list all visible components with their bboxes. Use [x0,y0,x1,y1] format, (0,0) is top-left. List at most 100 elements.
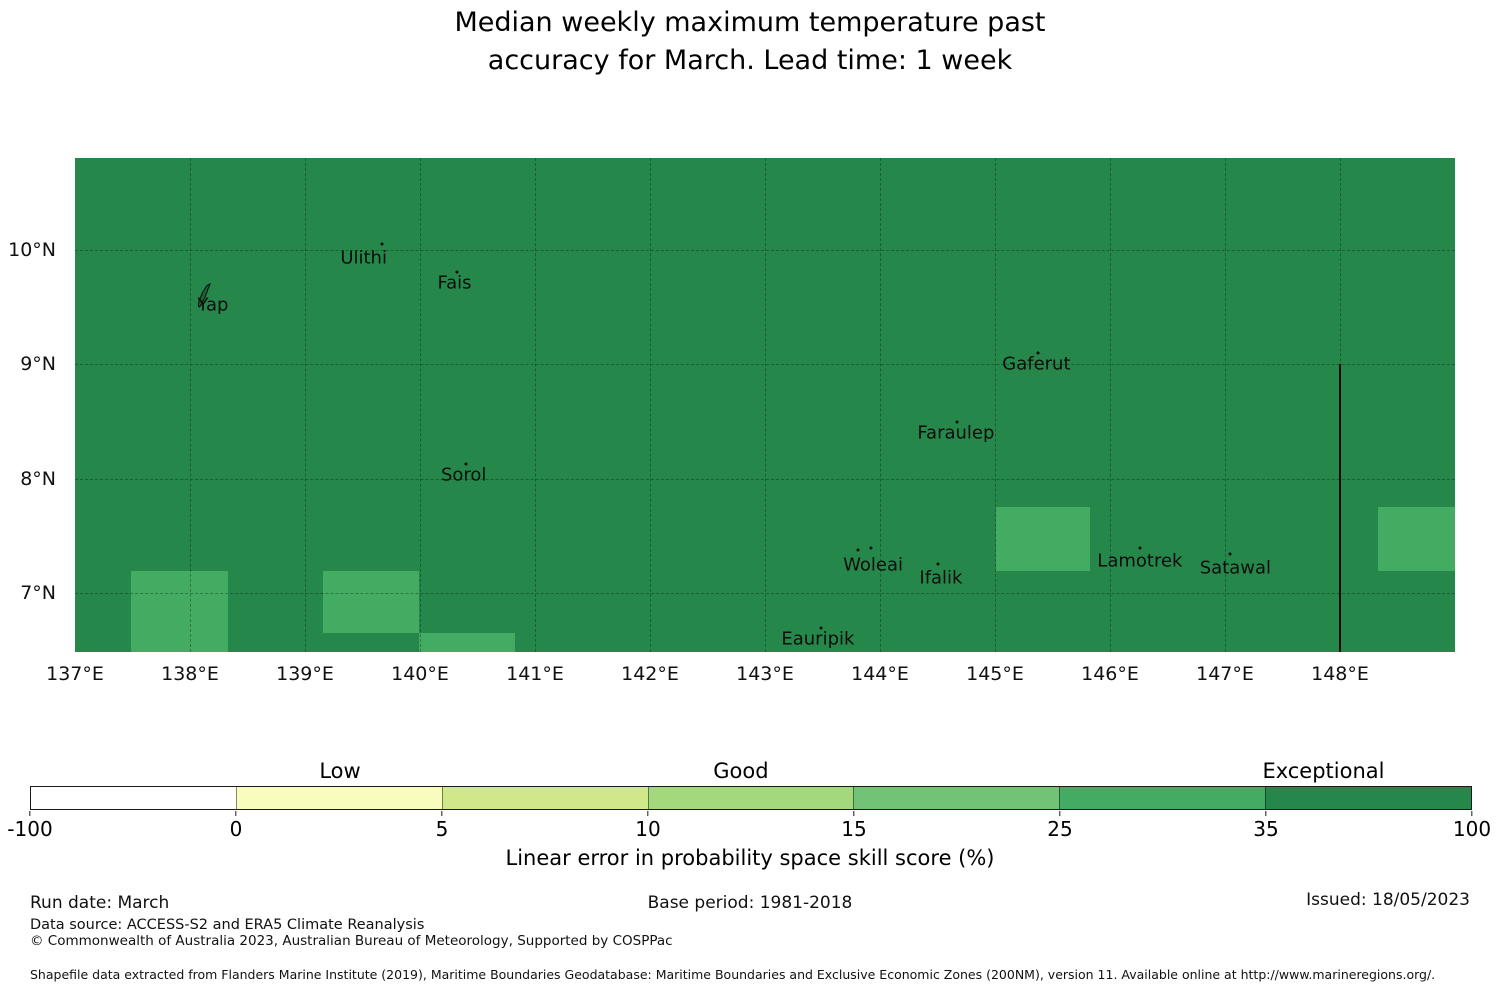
y-tick-label-7: 7°N [20,581,56,604]
island-dot-fais [455,270,459,274]
colorbar-segment-2 [235,787,442,809]
island-dot-lamotrek [1138,546,1142,550]
gridline-lon-139 [305,158,306,652]
x-tick-label-143: 143°E [736,663,794,685]
gridline-lon-142 [650,158,651,652]
colorbar-tick-label-100: 100 [1452,817,1492,841]
colorbar-tickmark-5 [441,811,443,816]
island-label-eauripik: Eauripik [781,628,855,650]
colorbar-tickmark-25 [1059,811,1061,816]
skill-patch-1 [131,570,228,652]
shapefile-note-text: Shapefile data extracted from Flanders M… [30,967,1436,982]
x-tick-label-138: 138°E [161,663,219,685]
colorbar-tick-labels: -100 0 5 10 15 25 35 100 [7,817,1491,841]
map-plot: Yap Ulithi Fais Sorol Gaferut Faraulep Woleai I… [75,158,1455,652]
chart-title-line-1: Median weekly maximum temperature past [454,7,1046,38]
gridline-lon-140 [420,158,421,652]
colorbar-tick-label-0: 0 [229,817,243,841]
colorbar-tickmark-10 [647,811,649,816]
gridline-lon-143 [765,158,766,652]
island-label-ulithi: Ulithi [340,247,387,269]
island-label-gaferut: Gaferut [1002,353,1071,375]
island-label-yap: Yap [197,294,229,316]
gridline-lat-9 [75,364,1455,366]
colorbar-tick-label--100: -100 [7,817,53,841]
colorbar-tickmark-100 [1471,811,1473,816]
colorbar-tick-label-5: 5 [435,817,449,841]
x-tick-label-148: 148°E [1311,663,1369,685]
island-label-faraulep: Faraulep [917,422,995,444]
maritime-boundary-line [1339,364,1341,652]
colorbar [30,786,1472,810]
yap-island-shape [196,283,212,309]
colorbar-category-low: Low [319,759,361,783]
island-dot-faraulep [955,420,959,424]
footer-row: Run date: March Base period: 1981-2018 I… [30,890,1470,915]
gridline-lon-141 [535,158,536,652]
x-tick-label-139: 139°E [276,663,334,685]
colorbar-segment-5 [853,787,1060,809]
gridline-lat-10 [75,250,1455,252]
colorbar-segment-4 [647,787,854,809]
y-tick-label-9: 9°N [20,353,56,376]
island-label-woleai: Woleai [843,554,904,576]
y-tick-label-10: 10°N [8,239,56,262]
colorbar-tickmarks [29,811,1473,817]
island-dot-ifalik [936,562,939,566]
chart-title-line-2: accuracy for March. Lead time: 1 week [487,45,1013,76]
copyright-text: © Commonwealth of Australia 2023, Austra… [30,933,673,949]
chart-title: Median weekly maximum temperature past a… [0,4,1500,80]
colorbar-segment-3 [441,787,648,809]
island-dot-sorol [464,462,468,466]
colorbar-category-exceptional: Exceptional [1262,759,1385,783]
skill-patch-3 [418,632,516,652]
gridline-lat-8 [75,478,1455,480]
x-tick-label-147: 147°E [1196,663,1254,685]
x-tick-label-146: 146°E [1081,663,1139,685]
colorbar-tickmark--100 [29,811,31,816]
island-label-satawal: Satawal [1199,557,1271,579]
colorbar-category-good: Good [713,759,769,783]
x-tick-label-141: 141°E [506,663,564,685]
run-date-text: Run date: March [30,893,170,913]
island-label-ifalik: Ifalik [919,567,963,589]
colorbar-tickmark-15 [853,811,855,816]
gridline-lon-147 [1225,158,1226,652]
gridline-lat-7 [75,592,1455,594]
base-period-text: Base period: 1981-2018 [647,893,853,913]
island-dot-gaferut [1036,351,1040,355]
colorbar-segment-1 [31,787,236,809]
colorbar-segment-7 [1265,787,1472,809]
colorbar-tick-label-25: 25 [1047,817,1073,841]
y-axis: 10°N 9°N 8°N 7°N [0,158,62,652]
x-tick-label-144: 144°E [851,663,909,685]
skill-patch-4 [996,507,1091,571]
colorbar-tickmark-0 [235,811,237,816]
island-label-fais: Fais [437,272,472,294]
colorbar-category-labels: Low Good Exceptional [30,759,1472,785]
x-axis: 137°E 138°E 139°E 140°E 141°E 142°E 143°E 144°E… [46,663,1455,689]
x-tick-label-137: 137°E [46,663,104,685]
skill-patch-2 [323,570,419,633]
colorbar-tick-label-35: 35 [1253,817,1279,841]
x-tick-label-140: 140°E [391,663,449,685]
island-dot-eauripik [819,626,823,630]
colorbar-axis-label: Linear error in probability space skill … [505,846,995,870]
x-tick-label-142: 142°E [621,663,679,685]
gridline-lon-144 [880,158,881,652]
skill-patch-5 [1377,507,1455,571]
y-tick-label-8: 8°N [20,467,56,490]
island-label-lamotrek: Lamotrek [1097,550,1183,572]
colorbar-tick-label-10: 10 [635,817,661,841]
gridline-lon-146 [1110,158,1111,652]
island-dot-woleai-2 [869,546,873,550]
island-label-sorol: Sorol [440,464,487,486]
gridline-lon-138 [190,158,191,652]
x-tick-label-145: 145°E [966,663,1024,685]
issued-date-text: Issued: 18/05/2023 [1306,890,1470,910]
island-dot-ulithi [380,242,384,246]
colorbar-tickmark-35 [1265,811,1267,816]
colorbar-segment-6 [1059,787,1266,809]
colorbar-tick-label-15: 15 [841,817,867,841]
island-dot-woleai [856,548,860,552]
